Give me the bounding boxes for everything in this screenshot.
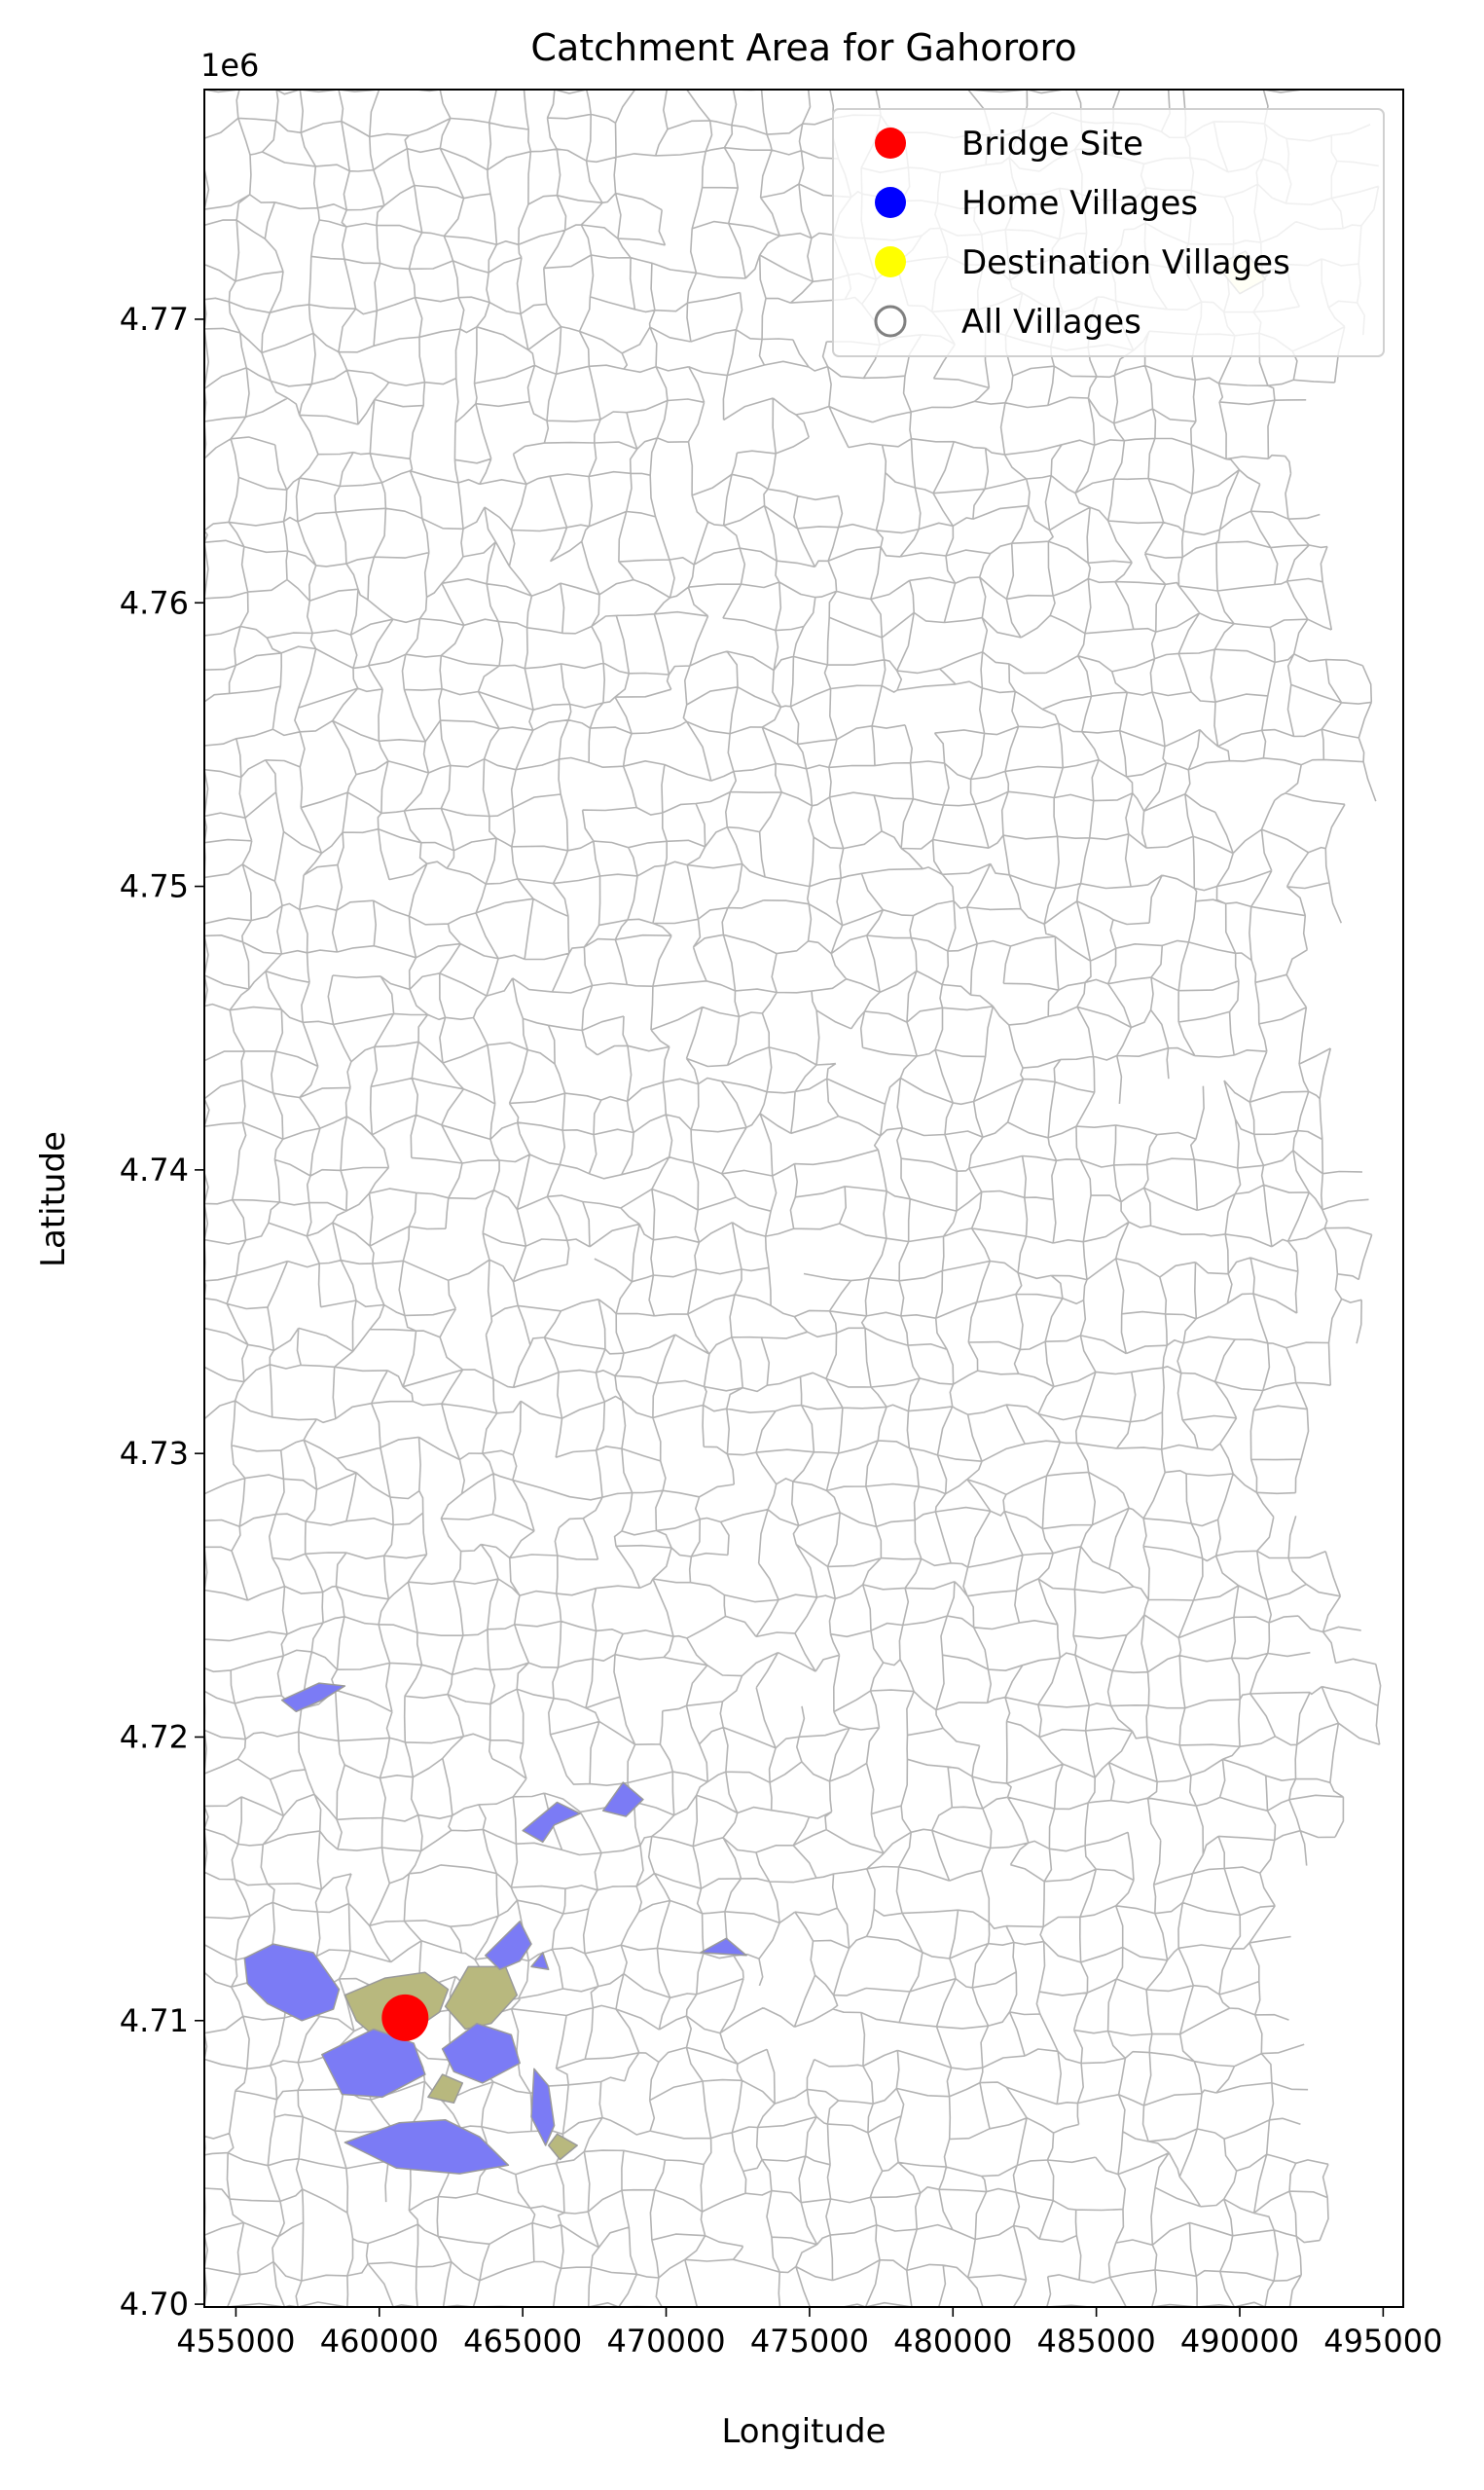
home-village-polygon [700, 1937, 747, 1957]
x-tick-label: 480000 [893, 2323, 1012, 2360]
legend: Bridge Site Home Villages Destination Vill… [832, 108, 1385, 357]
legend-marker [875, 128, 906, 159]
home-village-polygon [485, 1921, 532, 1971]
x-axis-label: Longitude [721, 2412, 886, 2451]
home-village-polygon [530, 2068, 556, 2146]
plot-area [204, 90, 1403, 2307]
home-village-polygon [601, 1781, 644, 1817]
y-tick-label: 4.77 [120, 301, 189, 338]
bridge-site-layer [381, 1994, 429, 2041]
legend-marker [875, 246, 906, 277]
legend-label: Home Villages [961, 184, 1198, 223]
y-tick-label: 4.70 [120, 2286, 189, 2323]
x-tick-label: 490000 [1180, 2323, 1299, 2360]
y-axis-label: Latitude [34, 1131, 73, 1267]
x-axis: 455000 460000 465000 470000 475000 480000 4850… [176, 2307, 1442, 2360]
y-tick-label: 4.75 [120, 868, 189, 905]
destination-village-polygon [444, 1965, 519, 2031]
legend-marker [875, 187, 906, 218]
chart-title: Catchment Area for Gahororo [530, 26, 1076, 69]
x-tick-label: 460000 [320, 2323, 439, 2360]
y-tick-label: 4.76 [120, 584, 189, 621]
destination-village-polygon [427, 2073, 464, 2105]
home-village-polygon [344, 2118, 510, 2175]
y-tick-label: 4.74 [120, 1152, 189, 1189]
plot-frame [203, 89, 1404, 2308]
legend-label: Destination Villages [961, 243, 1290, 282]
home-village-polygon [522, 1801, 581, 1844]
x-tick-label: 465000 [463, 2323, 582, 2360]
x-tick-label: 470000 [606, 2323, 725, 2360]
y-tick-label: 4.73 [120, 1435, 189, 1472]
catchment-villages-layer [243, 250, 1267, 2175]
plot-background [204, 90, 1403, 2307]
x-tick-label: 455000 [176, 2323, 295, 2360]
y-axis-offset-label: 1e6 [200, 47, 259, 84]
bridge-site-marker [381, 1994, 429, 2041]
home-village-polygon [280, 1682, 346, 1713]
y-axis: 4.70 4.71 4.72 4.73 4.74 4.75 4.76 4.77 [120, 301, 204, 2323]
x-tick-label: 475000 [750, 2323, 869, 2360]
legend-marker [874, 305, 907, 338]
home-village-polygon [243, 1943, 341, 2022]
home-village-polygon [530, 1952, 550, 1971]
legend-label: Bridge Site [961, 125, 1143, 164]
y-tick-label: 4.71 [120, 2002, 189, 2039]
x-tick-label: 485000 [1037, 2323, 1156, 2360]
home-village-polygon [321, 2028, 426, 2099]
legend-box [832, 108, 1385, 357]
destination-village-polygon [547, 2133, 578, 2161]
home-village-polygon [441, 2022, 521, 2084]
x-tick-label: 495000 [1323, 2323, 1442, 2360]
y-tick-label: 4.72 [120, 1718, 189, 1755]
legend-label: All Villages [961, 303, 1141, 342]
